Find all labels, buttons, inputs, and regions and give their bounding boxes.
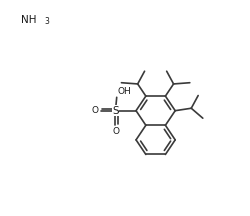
Text: NH: NH (21, 15, 37, 25)
Text: S: S (112, 106, 118, 116)
Text: O: O (112, 127, 119, 136)
Text: O: O (91, 106, 98, 115)
Text: 3: 3 (44, 17, 49, 26)
Text: OH: OH (117, 87, 130, 96)
